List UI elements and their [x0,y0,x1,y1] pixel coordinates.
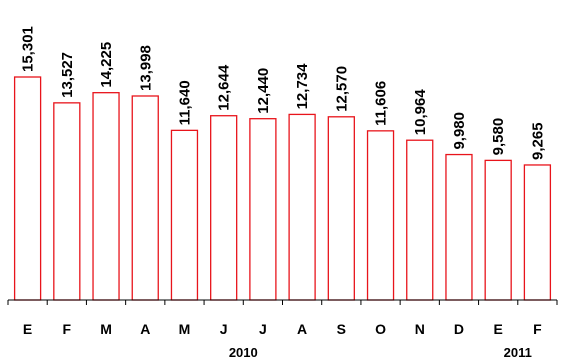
bar [210,115,238,301]
bar [249,118,277,301]
year-label: 2010 [229,345,258,360]
category-label: A [140,321,150,337]
bar-value-label: 10,964 [412,89,429,136]
category-label: E [494,321,503,337]
bar [327,116,355,301]
bar [131,95,159,301]
bar-value-label: 11,640 [176,80,193,125]
value-labels-group: 15,301 13,527 14,225 13,998 11,640 12,644 12,4… [20,26,547,160]
bar [170,129,199,301]
bar-value-label: 15,301 [20,26,37,72]
bar-value-label: 12,644 [216,64,233,111]
bar-value-label: 12,570 [333,66,350,112]
bar-value-label: 12,734 [294,63,311,110]
bar [53,102,81,301]
bar-value-label: 12,440 [255,68,272,114]
bar-value-label: 13,998 [137,45,154,91]
category-label: E [23,321,32,337]
bar-value-label: 9,265 [529,122,546,160]
bar [13,76,42,301]
category-label: M [179,321,191,337]
category-label: F [533,321,542,337]
category-label: N [415,321,425,337]
bar [92,92,120,301]
category-label: M [100,321,112,337]
bar-value-label: 9,980 [451,112,468,150]
category-label: D [454,321,464,337]
category-label: O [375,321,386,337]
category-label: J [220,321,228,337]
category-label: J [259,321,267,337]
bar [445,153,473,301]
bar [366,130,395,301]
bar [406,139,434,301]
bars-group [13,76,552,301]
category-label: A [297,321,307,337]
bar-value-label: 11,606 [373,81,390,126]
year-label: 2011 [504,345,532,360]
bar [523,164,552,301]
bar-value-label: 13,527 [59,52,76,98]
bar [288,113,316,301]
bar-value-label: 14,225 [98,42,115,88]
x-axis-ticks [7,300,558,305]
category-label: F [63,321,72,337]
bar [484,159,512,301]
category-label: S [337,321,346,337]
year-labels-group: 2010 2011 [229,345,532,360]
bar-value-label: 9,580 [490,118,507,156]
